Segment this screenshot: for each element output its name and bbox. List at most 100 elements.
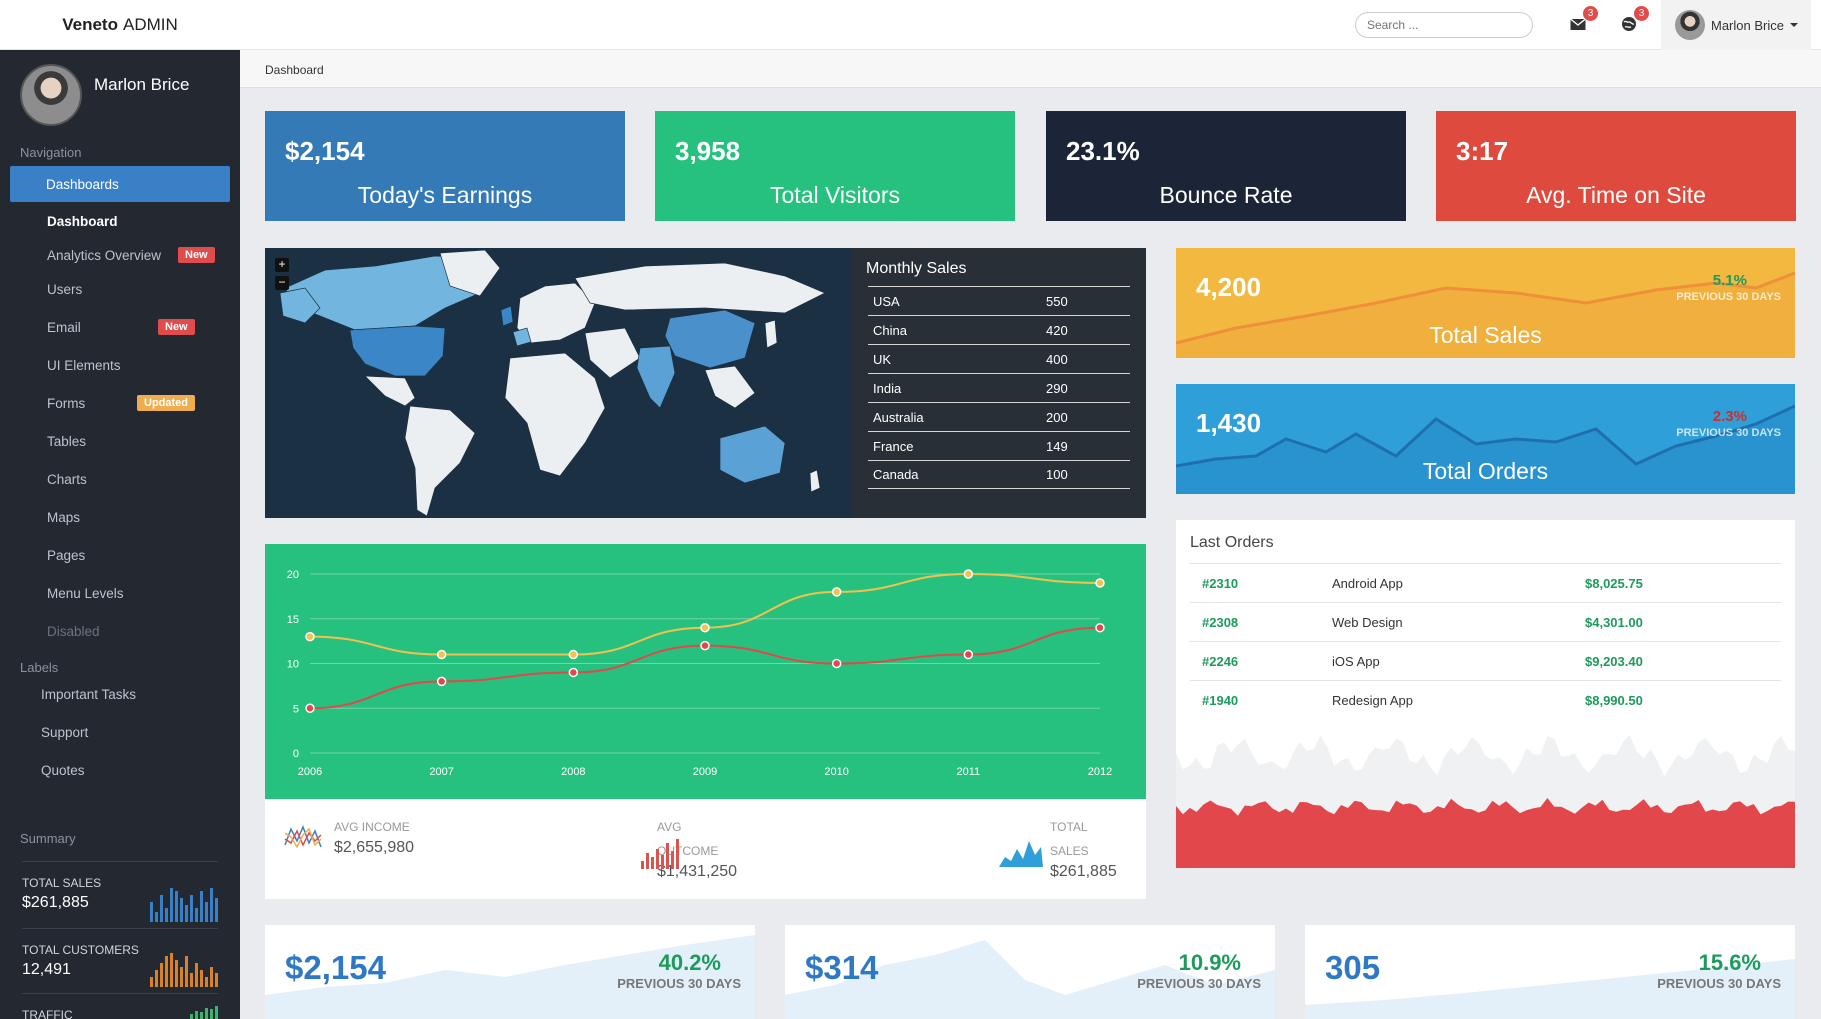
card-period: PREVIOUS 30 DAYS [1676, 291, 1781, 303]
table-row[interactable]: #1940 Redesign App $8,990.50 [1190, 680, 1781, 719]
bottom-stat-tile: $314 10.9% PREVIOUS 30 DAYS [785, 925, 1275, 1019]
spark-bar [215, 1006, 218, 1019]
x-tick-label: 2010 [824, 766, 848, 778]
zoom-in-button[interactable]: + [275, 258, 289, 272]
sidebar-item-support[interactable]: Support [0, 713, 240, 751]
globe-icon [1622, 17, 1636, 31]
order-id[interactable]: #2246 [1202, 653, 1239, 669]
breadcrumb-current[interactable]: Dashboard [265, 63, 324, 77]
card-value: 4,200 [1196, 272, 1262, 302]
spark-bar [195, 963, 198, 987]
map-region-china [664, 309, 756, 369]
country-cell: India [873, 380, 902, 396]
order-id[interactable]: #1940 [1202, 692, 1239, 708]
sidebar-item-menu-levels[interactable]: Menu Levels [0, 574, 240, 612]
sidebar-item-label: Quotes [41, 762, 85, 778]
avg-income-stat: AVG INCOME $2,655,980 [283, 815, 414, 857]
sidebar-item-pages[interactable]: Pages [0, 536, 240, 574]
map-region-africa [504, 352, 606, 477]
data-point [436, 649, 447, 660]
order-id[interactable]: #2310 [1202, 575, 1239, 591]
table-row[interactable]: #2246 iOS App $9,203.40 [1190, 641, 1781, 680]
sidebar-item-users[interactable]: Users [0, 270, 240, 308]
x-tick-label: 2012 [1088, 766, 1112, 778]
user-menu-dropdown[interactable]: Marlon Brice [1661, 0, 1811, 50]
avatar[interactable] [20, 64, 82, 126]
map-region-alaska [279, 287, 321, 324]
sidebar-item-label: UI Elements [47, 357, 121, 373]
sidebar-item-quotes[interactable]: Quotes [0, 751, 240, 789]
last-orders-card: Last Orders #2310 Android App $8,025.75 … [1176, 520, 1795, 868]
updated-badge: Updated [137, 395, 195, 411]
profile-name: Marlon Brice [94, 75, 190, 94]
table-row[interactable]: #2308 Web Design $4,301.00 [1190, 602, 1781, 641]
map-region-russia [574, 262, 826, 314]
sidebar-item-tables[interactable]: Tables [0, 422, 240, 460]
sidebar-item-label: Disabled [47, 623, 100, 639]
stat-label: TOTAL [1050, 820, 1088, 834]
stat-value: $2,154 [285, 136, 365, 166]
spark-bar [190, 895, 193, 922]
value-cell: 290 [1046, 380, 1068, 396]
avg-outcome-stat: AVG OUTCOME $1,431,250 [640, 815, 737, 881]
data-point [305, 631, 315, 642]
caret-down-icon [1789, 23, 1798, 27]
map-region-southeast-asia [704, 365, 756, 409]
stat-percent: 40.2% [658, 950, 721, 975]
notifications-button[interactable]: 3 [1621, 6, 1649, 35]
zoom-out-button[interactable]: − [275, 276, 289, 290]
spark-bar [210, 1009, 213, 1019]
sidebar-item-label: Email [47, 319, 81, 335]
order-id[interactable]: #2308 [1202, 614, 1239, 630]
map-region-australia [719, 425, 786, 484]
summary-sparkbars [150, 953, 218, 987]
spark-bar [155, 912, 158, 922]
spark-bar [180, 898, 183, 922]
stat-label: SALES [1050, 844, 1089, 858]
y-tick-label: 5 [293, 703, 299, 715]
sidebar-item-label: Menu Levels [47, 585, 124, 601]
spark-bar [200, 891, 203, 922]
stat-value: 3,958 [675, 136, 741, 166]
line-chart[interactable]: 0 5 10 15 20 2006 2007 2008 2009 2010 2011 2012 [265, 544, 1146, 799]
sidebar-item-label: Charts [47, 471, 87, 487]
order-name: iOS App [1332, 653, 1380, 669]
mail-button[interactable]: 3 [1570, 6, 1598, 35]
sidebar-item-important-tasks[interactable]: Important Tasks [0, 675, 240, 713]
stat-value: 305 [1325, 949, 1381, 986]
spark-bar [185, 905, 188, 922]
x-tick-label: 2007 [429, 766, 453, 778]
x-tick-label: 2009 [693, 766, 717, 778]
stat-value: $2,655,980 [334, 839, 415, 856]
sidebar-item-dashboard[interactable]: Dashboard [0, 202, 240, 240]
world-map[interactable] [265, 248, 852, 518]
card-value: 1,430 [1196, 408, 1262, 438]
stat-period: PREVIOUS 30 DAYS [1657, 976, 1781, 991]
brand-logo[interactable]: Veneto ADMIN [0, 0, 240, 50]
sidebar-item-maps[interactable]: Maps [0, 498, 240, 536]
sidebar-item-dashboards[interactable]: Dashboards [10, 166, 230, 202]
search-input[interactable] [1355, 12, 1533, 38]
area-series-red [1176, 798, 1795, 868]
stat-value: $2,154 [285, 949, 386, 986]
summary-value: 12,491 [22, 961, 71, 978]
summary-sparkbars [190, 1006, 218, 1019]
summary-label: TOTAL SALES [22, 876, 102, 890]
line-chart-card: 0 5 10 15 20 2006 2007 2008 2009 2010 2011 2012 [265, 544, 1146, 799]
sidebar-item-email[interactable]: Email New [0, 308, 240, 346]
total-orders-sparkline [1176, 404, 1795, 494]
card-period: PREVIOUS 30 DAYS [1676, 427, 1781, 439]
envelope-icon [1570, 18, 1586, 30]
data-point [1095, 578, 1105, 588]
order-amount: $4,301.00 [1585, 614, 1643, 630]
table-row[interactable]: #2310 Android App $8,025.75 [1190, 563, 1781, 602]
bar-chart-icon [641, 839, 679, 869]
sidebar-item-analytics-overview[interactable]: Analytics Overview New [0, 240, 240, 270]
stat-label: Avg. Time on Site [1526, 182, 1706, 208]
user-name: Marlon Brice [1711, 17, 1784, 33]
new-badge: New [158, 319, 195, 335]
sidebar-item-forms[interactable]: Forms Updated [0, 384, 240, 422]
sidebar-item-charts[interactable]: Charts [0, 460, 240, 498]
sidebar-item-ui-elements[interactable]: UI Elements [0, 346, 240, 384]
sidebar: Veneto ADMIN Marlon Brice Navigation Das… [0, 0, 240, 1019]
